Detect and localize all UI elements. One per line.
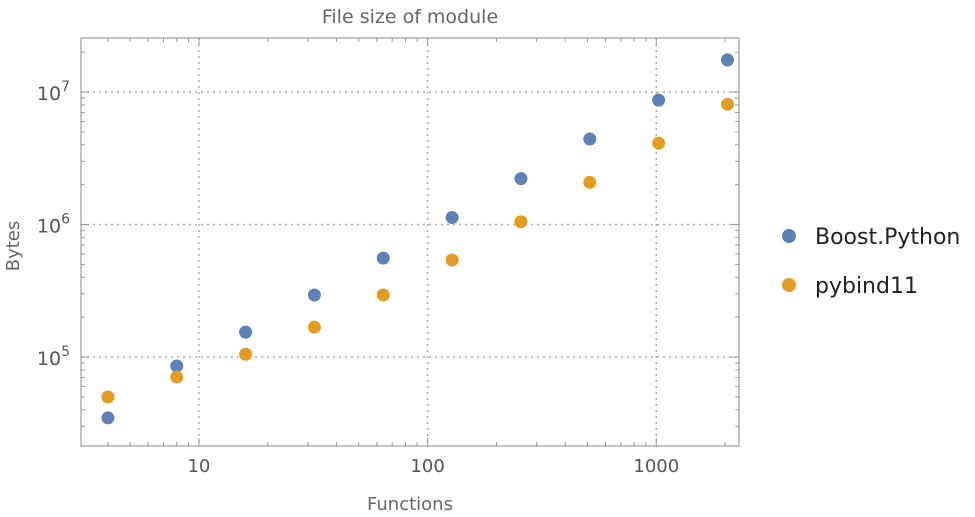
- legend-label: Boost.Python: [815, 225, 960, 250]
- point-boost-python: [376, 251, 390, 265]
- y-tick-base: 10: [37, 83, 61, 105]
- legend-label: pybind11: [815, 274, 918, 299]
- point-boost-python: [720, 53, 734, 67]
- legend: Boost.Python pybind11: [782, 225, 960, 299]
- legend-marker: [782, 229, 796, 243]
- y-axis-label: Bytes: [3, 221, 24, 272]
- grid-lines: [81, 38, 739, 446]
- point-pybind11: [101, 390, 115, 404]
- y-tick-exponent: 7: [61, 79, 70, 95]
- point-boost-python: [170, 359, 184, 373]
- point-pybind11: [170, 370, 184, 384]
- point-boost-python: [445, 211, 459, 225]
- y-tick-label: 107: [37, 79, 70, 105]
- point-pybind11: [514, 215, 528, 229]
- point-boost-python: [239, 325, 253, 339]
- data-points: [101, 53, 734, 425]
- point-pybind11: [720, 97, 734, 111]
- x-tick-label: 100: [410, 456, 444, 477]
- x-tick-label: 1000: [633, 456, 679, 477]
- y-tick-label: 106: [37, 212, 70, 238]
- point-boost-python: [652, 93, 666, 107]
- point-boost-python: [583, 132, 597, 146]
- y-tick-base: 10: [37, 348, 61, 370]
- point-pybind11: [376, 288, 390, 302]
- x-axis-label: Functions: [367, 494, 453, 513]
- x-tick-label: 10: [187, 456, 210, 477]
- point-boost-python: [514, 172, 528, 186]
- y-tick-base: 10: [37, 216, 61, 238]
- y-tick-exponent: 6: [61, 212, 70, 228]
- y-tick-label: 105: [37, 344, 70, 370]
- point-pybind11: [239, 347, 253, 361]
- y-tick-exponent: 5: [61, 344, 70, 360]
- plot-frame: [80, 37, 740, 447]
- chart-title: File size of module: [322, 6, 498, 28]
- point-boost-python: [101, 411, 115, 425]
- legend-marker: [782, 278, 796, 292]
- point-pybind11: [445, 253, 459, 267]
- point-boost-python: [307, 288, 321, 302]
- point-pybind11: [307, 320, 321, 334]
- point-pybind11: [583, 175, 597, 189]
- point-pybind11: [652, 136, 666, 150]
